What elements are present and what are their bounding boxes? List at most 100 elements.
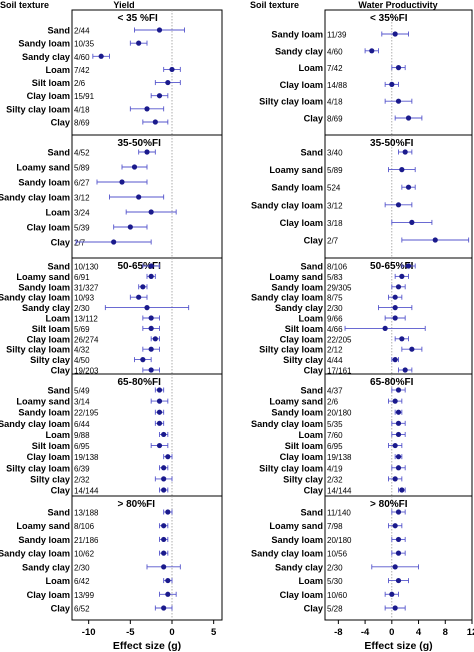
sample-count-label: 6/44 [74, 420, 90, 429]
sample-count-label: 7/60 [327, 431, 343, 440]
effect-size-point [405, 115, 412, 121]
soil-texture-label: Loam [45, 314, 70, 324]
effect-size-point [395, 465, 402, 471]
x-tick-label: 8 [443, 627, 448, 638]
x-tick-label: 5 [211, 627, 217, 638]
effect-size-point [161, 431, 167, 438]
sample-count-label: 2/30 [74, 304, 90, 313]
soil-texture-label: Sandy clay loam [0, 293, 70, 303]
sample-count-label: 6/39 [74, 464, 90, 473]
sample-count-label: 9/88 [74, 431, 90, 440]
sample-count-label: 10/35 [74, 40, 95, 49]
effect-size-point [395, 284, 402, 290]
soil-texture-label: Clay [304, 236, 324, 246]
soil-texture-header: Soil texture [0, 0, 49, 10]
x-tick-label: -5 [126, 627, 135, 638]
soil-texture-label: Sandy loam [271, 282, 323, 292]
panel-label: 65-80%FI [370, 377, 414, 388]
sample-count-label: 4/66 [327, 325, 343, 334]
soil-texture-label: Loamy sand [16, 272, 70, 282]
sample-count-label: 10/56 [327, 550, 348, 559]
sample-count-label: 5/30 [327, 577, 343, 586]
soil-texture-label: Clay [304, 486, 324, 496]
sample-count-label: 2/32 [74, 475, 90, 484]
sample-count-label: 11/39 [327, 31, 347, 40]
effect-size-point [161, 564, 167, 570]
effect-size-point [136, 194, 142, 200]
effect-size-point [165, 509, 171, 515]
sample-count-label: 22/195 [74, 409, 99, 418]
sample-count-label: 5/89 [327, 166, 343, 175]
sample-count-label: 4/50 [74, 356, 90, 365]
sample-count-label: 5/39 [74, 224, 90, 233]
sample-count-label: 2/7 [327, 237, 339, 246]
sample-count-label: 29/305 [327, 283, 352, 292]
effect-size-point [395, 536, 402, 543]
effect-size-point [156, 398, 163, 404]
effect-size-point [169, 66, 175, 73]
effect-size-point [140, 357, 146, 363]
sample-count-label: 26/274 [74, 335, 99, 344]
effect-size-point [152, 336, 158, 342]
sample-count-label: 8/75 [327, 294, 343, 303]
soil-texture-label: Sandy loam [18, 408, 70, 418]
soil-texture-label: Loamy sand [269, 521, 323, 531]
soil-texture-label: Clay loam [27, 91, 70, 101]
soil-texture-label: Sand [301, 508, 323, 518]
sample-count-label: 7/98 [327, 522, 343, 531]
sample-count-label: 4/19 [327, 464, 343, 473]
soil-texture-label: Loam [298, 63, 323, 73]
effect-size-point [389, 81, 395, 87]
effect-size-point [405, 184, 412, 190]
soil-texture-label: Clay [51, 118, 71, 128]
effect-size-point [392, 523, 398, 529]
soil-texture-label: Loamy sand [16, 521, 70, 531]
effect-size-point [148, 315, 154, 321]
panel-frame [71, 9, 223, 136]
sample-count-label: 7/42 [327, 64, 343, 73]
soil-texture-label: Clay loam [280, 590, 323, 600]
soil-texture-label: Sandy clay loam [251, 419, 323, 429]
x-tick-label: 4 [416, 627, 422, 638]
soil-texture-label: Clay loam [280, 80, 323, 90]
effect-size-point [131, 164, 138, 170]
effect-size-point [395, 431, 402, 438]
effect-size-point [165, 591, 171, 597]
sample-count-label: 3/12 [327, 201, 343, 210]
panel-frame [324, 257, 473, 375]
soil-texture-header: Soil texture [250, 0, 299, 10]
soil-texture-label: Silty clay loam [6, 345, 70, 355]
effect-size-point [144, 149, 150, 155]
panel-label: 65-80%FI [118, 377, 162, 388]
effect-size-point [395, 420, 402, 426]
effect-size-point [395, 550, 402, 556]
sample-count-label: 4/52 [74, 149, 90, 158]
sample-count-label: 7/42 [74, 66, 90, 75]
soil-texture-label: Loam [298, 430, 323, 440]
soil-texture-label: Silt loam [32, 324, 70, 334]
sample-count-label: 6/95 [74, 442, 90, 451]
sample-count-label: 10/130 [74, 263, 99, 272]
sample-count-label: 10/60 [327, 591, 348, 600]
soil-texture-label: Silty clay loam [6, 104, 70, 114]
effect-size-point [395, 65, 402, 71]
effect-size-point [161, 487, 167, 493]
panel-label: < 35%FI [370, 13, 408, 24]
effect-size-point [392, 315, 398, 321]
sample-count-label: 13/112 [74, 315, 98, 324]
effect-size-point [161, 465, 167, 471]
sample-count-label: 8/106 [74, 522, 95, 531]
effect-size-point [148, 273, 154, 279]
soil-texture-label: Clay [51, 604, 71, 614]
effect-size-point [395, 202, 402, 208]
sample-count-label: 8/106 [327, 263, 348, 272]
panel-label: 50-65%FI [118, 261, 162, 272]
effect-size-point [144, 305, 150, 311]
effect-size-point [392, 605, 398, 611]
panel-label: > 80%FI [370, 499, 408, 510]
effect-size-point [165, 454, 171, 460]
panel-frame [324, 495, 473, 621]
effect-size-point [148, 263, 154, 269]
effect-size-point [127, 224, 133, 230]
effect-size-point [395, 98, 402, 104]
